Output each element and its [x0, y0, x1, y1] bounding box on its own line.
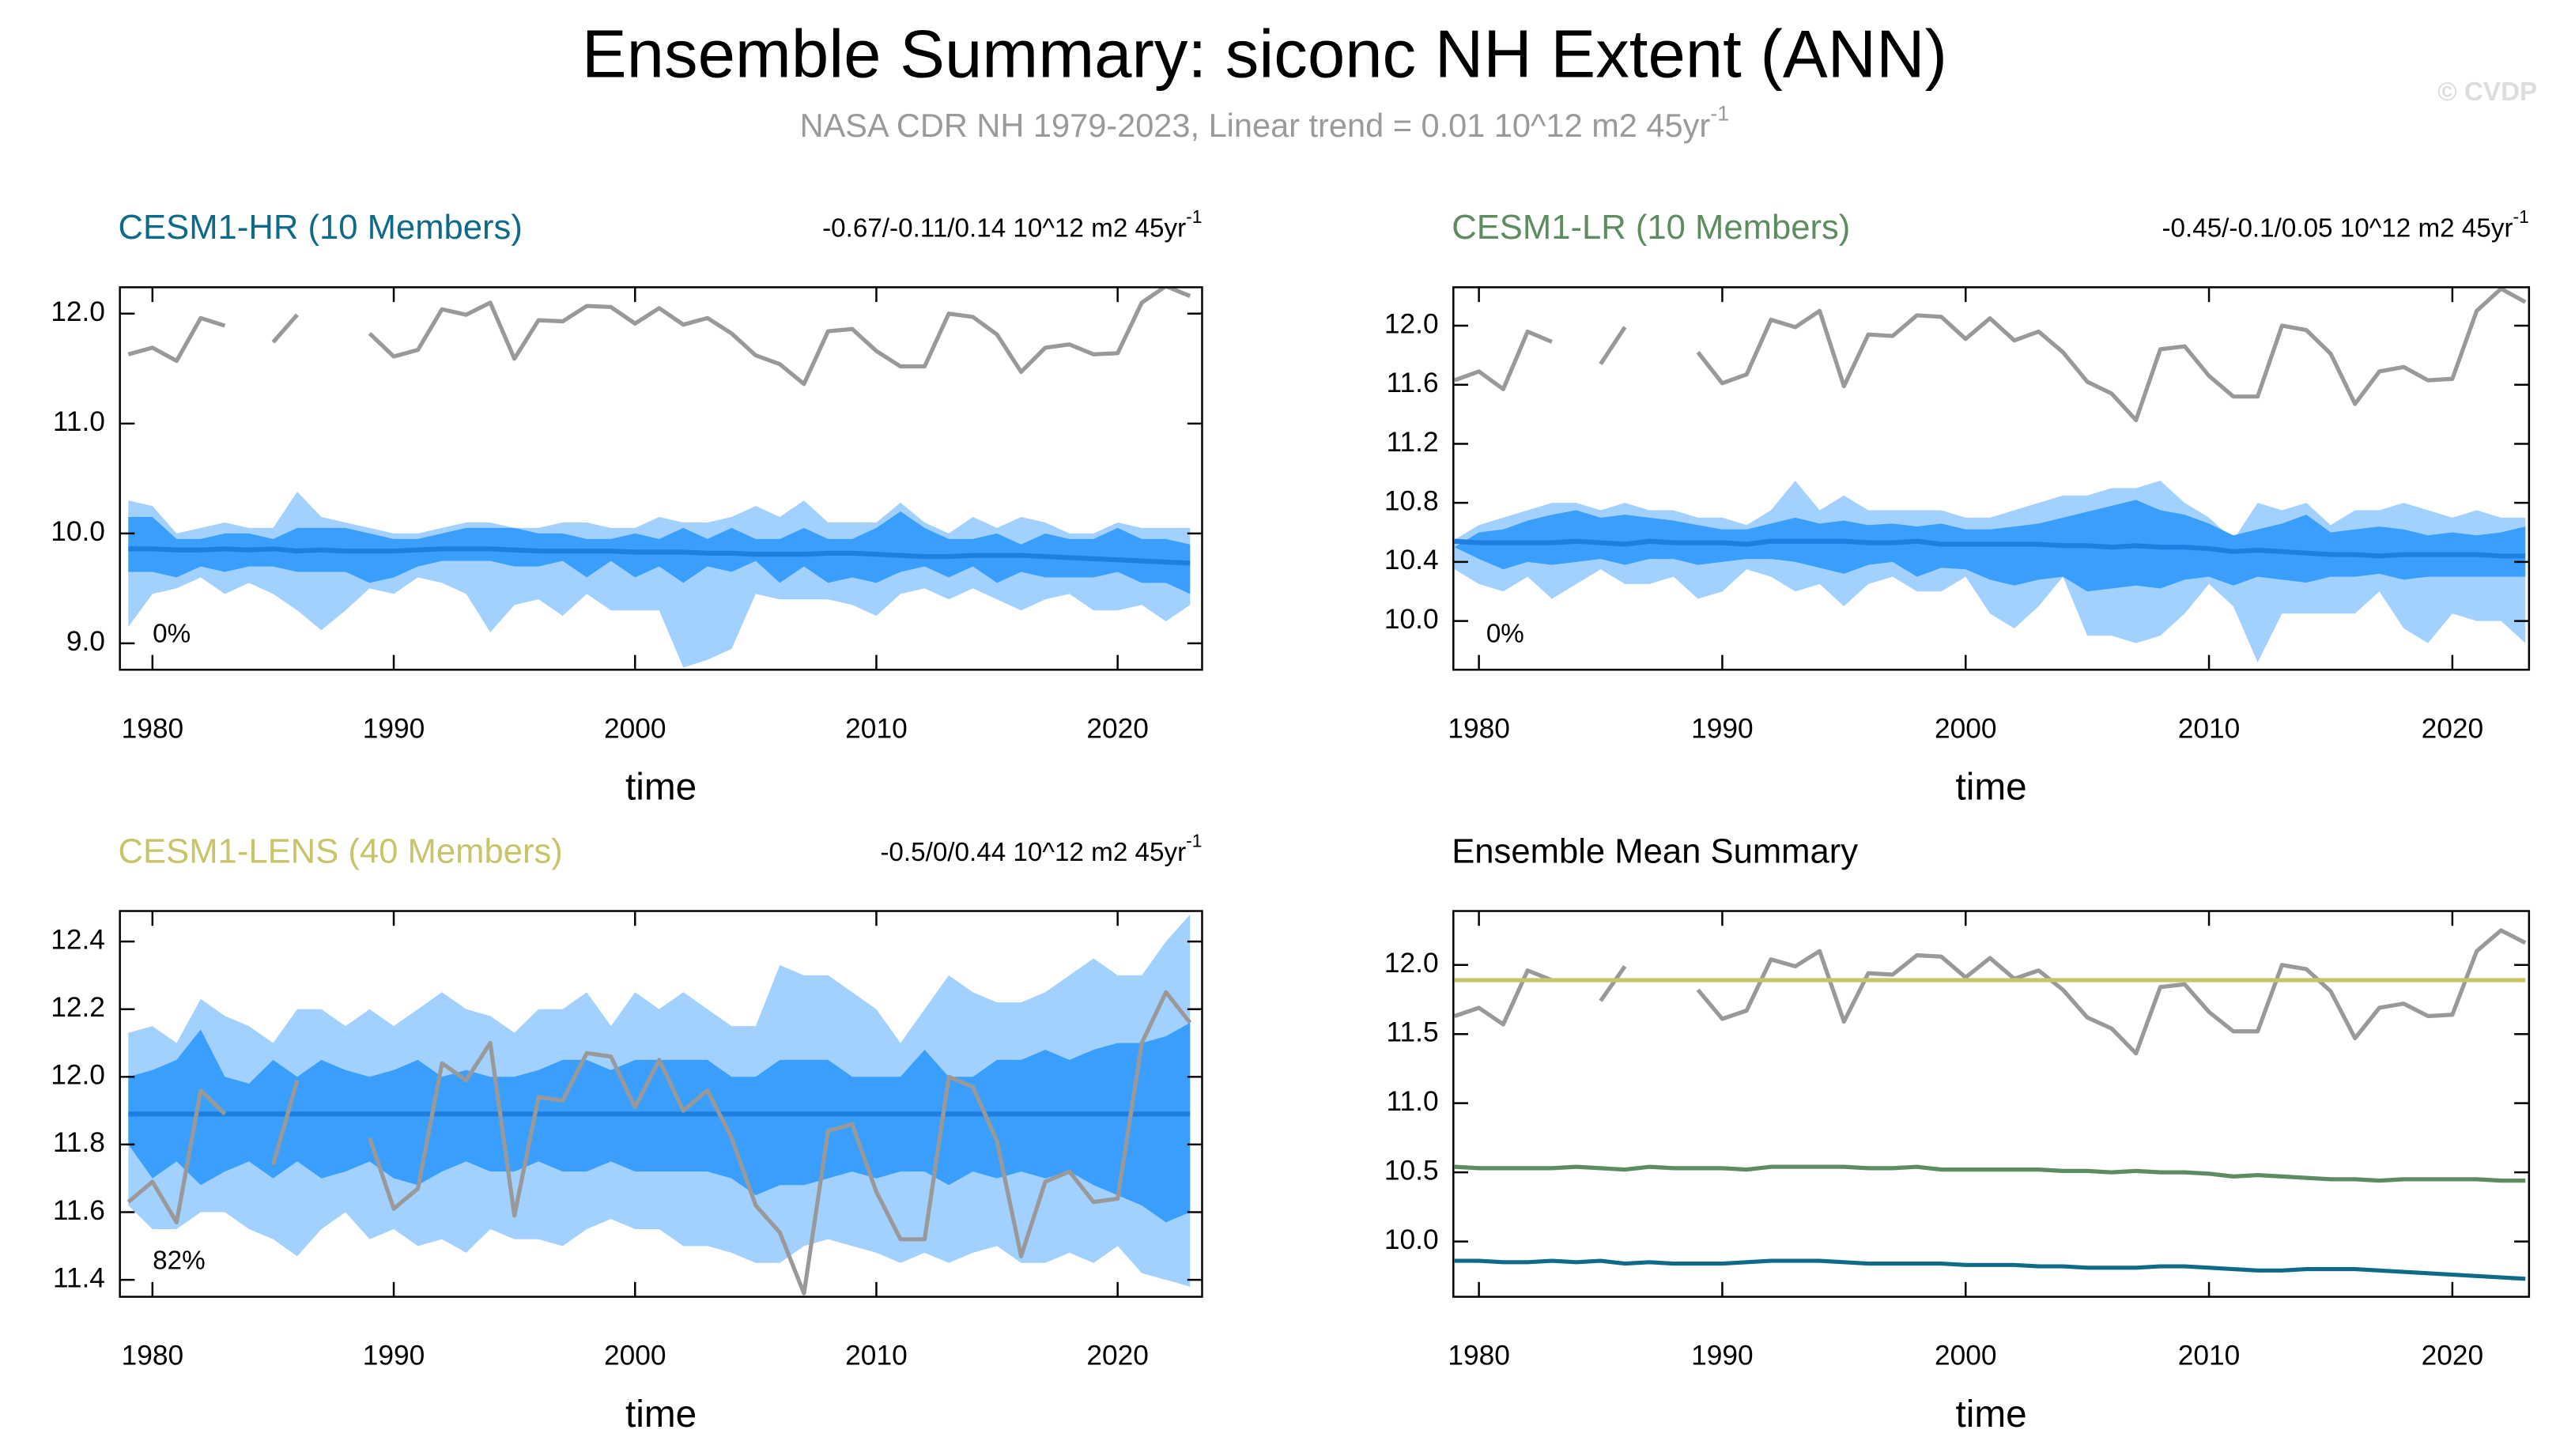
range-band: [128, 492, 1191, 668]
ensemble-mean-line: [1454, 538, 2526, 559]
x-axis-label: time: [625, 1394, 697, 1435]
plot-area: [126, 914, 1192, 1296]
y-tick-label: 11.6: [1387, 368, 1439, 398]
y-tick-label: 11.0: [1387, 1086, 1439, 1117]
x-tick-label: 2010: [2178, 713, 2241, 744]
y-tick-label: 12.0: [1384, 308, 1439, 339]
plot-area: [127, 287, 1191, 668]
figure-title: Ensemble Summary: siconc NH Extent (ANN): [582, 17, 1947, 92]
trend-text: -0.5/0/0.44 10^12 m2 45yr: [880, 838, 1186, 867]
y-tick-label: 10.8: [1384, 486, 1439, 517]
trend-label: -0.5/0/0.44 10^12 m2 45yr-1: [880, 830, 1202, 866]
ensemble-mean-line: [128, 546, 1191, 566]
trend-text: -0.67/-0.11/0.14 10^12 m2 45yr: [822, 214, 1186, 243]
x-tick-label: 2010: [845, 713, 908, 744]
x-tick-label: 2010: [2178, 1341, 2241, 1371]
y-tick-label: 12.4: [51, 924, 105, 955]
y-tick-label: 11.6: [53, 1195, 105, 1226]
x-tick-label: 2020: [1086, 1341, 1149, 1371]
plot-area: [1453, 928, 2527, 1281]
x-axis-label: time: [1955, 766, 2026, 808]
x-tick-label: 2020: [2422, 713, 2484, 744]
x-tick-label: 1980: [1448, 1341, 1510, 1371]
plot-frame: [1452, 910, 2531, 1298]
panel-title: CESM1-HR (10 Members): [119, 209, 523, 247]
annotation: 0%: [153, 619, 191, 648]
x-axis-label: time: [625, 766, 697, 808]
inner-band: [128, 1022, 1191, 1223]
x-tick-label: 2000: [604, 1341, 666, 1371]
trend-label: -0.67/-0.11/0.14 10^12 m2 45yr-1: [822, 206, 1202, 243]
trend-text: -0.45/-0.1/0.05 10^12 m2 45yr: [2162, 214, 2513, 243]
mean-line: [1454, 1164, 2526, 1183]
panel-title: Ensemble Mean Summary: [1452, 832, 1858, 870]
x-tick-label: 2010: [845, 1341, 908, 1371]
x-tick-label: 2000: [1935, 713, 1997, 744]
x-tick-label: 1990: [1691, 1341, 1754, 1371]
x-tick-label: 1980: [1448, 713, 1510, 744]
watermark: © CVDP: [2437, 77, 2537, 107]
observed-line: [126, 990, 1192, 1296]
y-tick-label: 11.8: [53, 1127, 105, 1158]
observed-line: [1453, 928, 2527, 1056]
annotation: 0%: [1486, 619, 1524, 648]
panel-title: CESM1-LENS (40 Members): [119, 832, 563, 870]
x-tick-label: 1990: [1691, 713, 1754, 744]
x-tick-label: 1990: [363, 713, 425, 744]
y-tick-label: 11.4: [53, 1262, 105, 1293]
observed-line: [127, 287, 1191, 387]
x-tick-label: 2020: [2422, 1341, 2484, 1371]
plot-frame: [119, 286, 1203, 671]
y-tick-label: 11.2: [1387, 427, 1439, 458]
y-tick-label: 11.0: [53, 406, 105, 437]
y-tick-label: 12.0: [51, 1060, 105, 1091]
y-tick-label: 10.0: [1384, 1224, 1439, 1255]
y-tick-label: 10.0: [1384, 604, 1439, 635]
trend-superscript: -1: [1186, 830, 1202, 851]
x-tick-label: 1980: [122, 713, 184, 744]
x-tick-label: 2020: [1086, 713, 1149, 744]
trend-superscript: -1: [1186, 206, 1202, 227]
x-tick-label: 2000: [604, 713, 666, 744]
plot-area: [1453, 287, 2527, 662]
x-tick-label: 1990: [363, 1341, 425, 1371]
y-tick-label: 10.4: [1384, 545, 1439, 575]
y-tick-label: 11.5: [1387, 1017, 1439, 1048]
y-tick-label: 9.0: [66, 626, 105, 657]
trend-superscript: -1: [2513, 206, 2529, 227]
y-tick-label: 10.5: [1384, 1155, 1439, 1186]
mean-line: [1454, 1258, 2526, 1281]
subtitle-text: NASA CDR NH 1979-2023, Linear trend = 0.…: [800, 107, 1711, 144]
plot-frame: [1452, 286, 2531, 671]
x-tick-label: 2000: [1935, 1341, 1997, 1371]
y-tick-label: 10.0: [51, 516, 105, 547]
x-tick-label: 1980: [122, 1341, 184, 1371]
subtitle-superscript: -1: [1710, 101, 1729, 125]
panel-title: CESM1-LR (10 Members): [1452, 209, 1850, 247]
trend-label: -0.45/-0.1/0.05 10^12 m2 45yr-1: [2162, 206, 2528, 243]
y-tick-label: 12.2: [51, 992, 105, 1023]
figure-subtitle: NASA CDR NH 1979-2023, Linear trend = 0.…: [800, 101, 1730, 143]
y-tick-label: 12.0: [1384, 948, 1439, 979]
annotation: 82%: [153, 1247, 206, 1276]
observed-line: [1453, 287, 2527, 423]
y-tick-label: 12.0: [51, 296, 105, 327]
plot-frame: [119, 910, 1203, 1298]
x-axis-label: time: [1955, 1394, 2026, 1435]
